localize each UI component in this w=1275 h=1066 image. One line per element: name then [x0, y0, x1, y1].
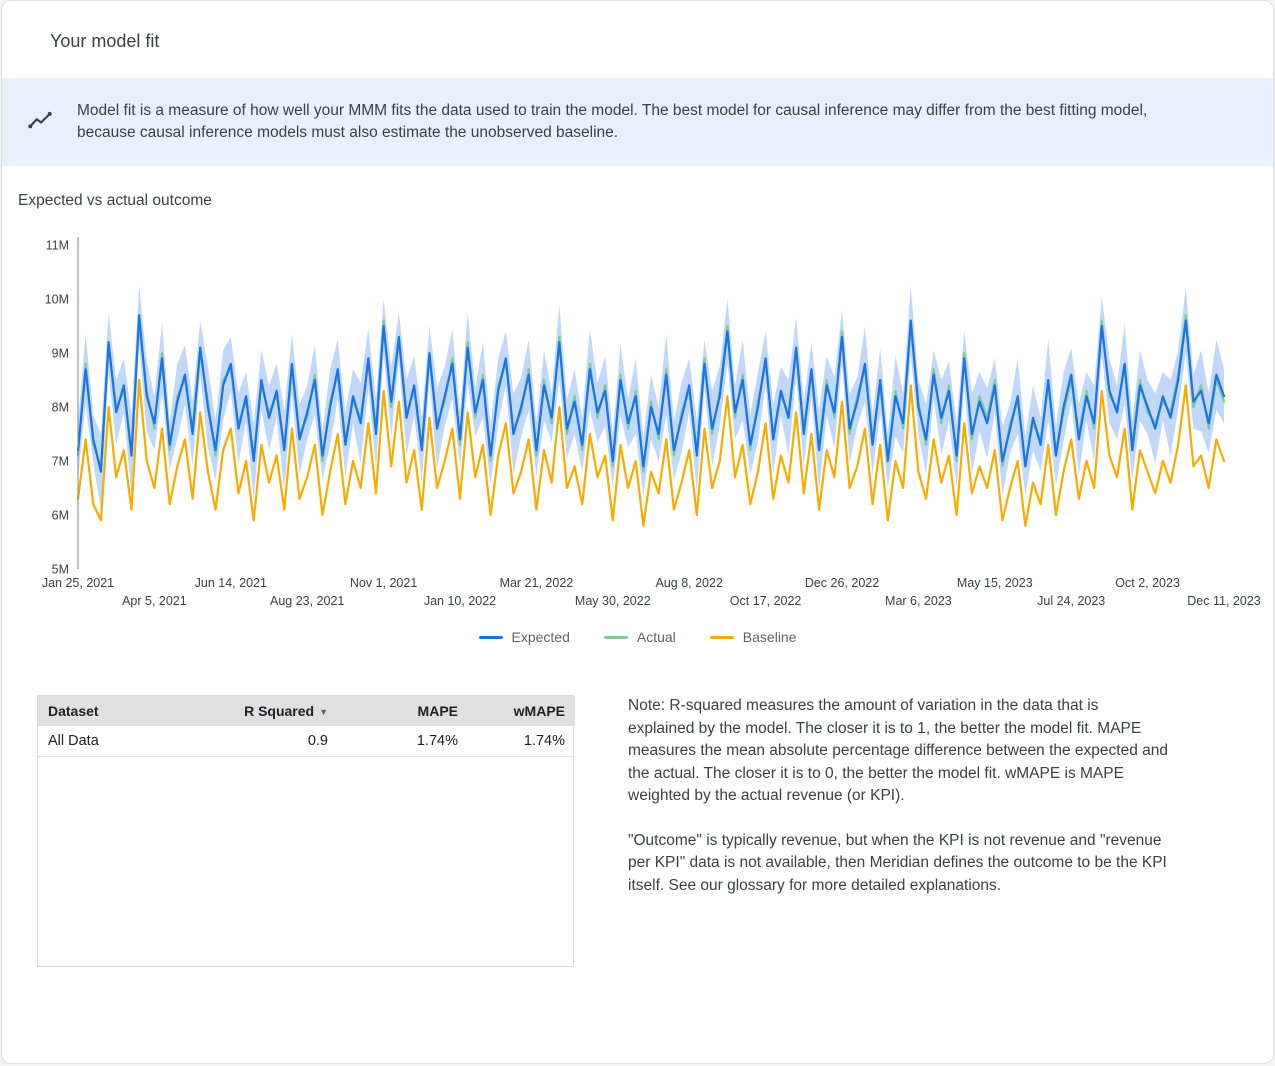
svg-text:Jan 10, 2022: Jan 10, 2022 — [424, 594, 496, 608]
col-header-wmape[interactable]: wMAPE — [468, 696, 575, 726]
svg-text:May 30, 2022: May 30, 2022 — [575, 594, 651, 608]
cell-r-squared: 0.9 — [198, 726, 338, 757]
section-title: Expected vs actual outcome — [18, 192, 212, 209]
col-header-dataset[interactable]: Dataset — [38, 696, 198, 726]
svg-text:11M: 11M — [46, 239, 69, 253]
svg-text:Jul 24, 2023: Jul 24, 2023 — [1037, 594, 1105, 608]
svg-text:10M: 10M — [45, 293, 69, 307]
legend-item-actual[interactable]: Actual — [603, 629, 676, 645]
svg-text:Aug 8, 2022: Aug 8, 2022 — [655, 576, 722, 590]
model-fit-table: Dataset R Squared ▼ MAPE wMAPE All Data 0… — [38, 696, 575, 757]
trend-line-icon — [28, 111, 52, 129]
col-header-r-squared[interactable]: R Squared ▼ — [198, 696, 338, 726]
svg-text:Dec 26, 2022: Dec 26, 2022 — [805, 576, 879, 590]
sort-desc-icon: ▼ — [319, 707, 328, 717]
baseline-line-swatch — [709, 635, 734, 639]
svg-text:May 15, 2023: May 15, 2023 — [957, 576, 1033, 590]
banner-text: Model fit is a measure of how well your … — [77, 102, 1148, 141]
col-header-label: R Squared — [244, 703, 315, 719]
legend-label: Expected — [511, 629, 570, 645]
model-fit-table-panel: Dataset R Squared ▼ MAPE wMAPE All Data 0… — [37, 695, 575, 967]
svg-text:Mar 6, 2023: Mar 6, 2023 — [885, 594, 952, 608]
legend-item-baseline[interactable]: Baseline — [709, 629, 797, 645]
svg-text:Apr 5, 2021: Apr 5, 2021 — [122, 594, 187, 608]
svg-text:Dec 11, 2023: Dec 11, 2023 — [1187, 594, 1260, 608]
svg-text:Oct 17, 2022: Oct 17, 2022 — [730, 594, 802, 608]
col-header-mape[interactable]: MAPE — [338, 696, 468, 726]
notes: Note: R-squared measures the amount of v… — [628, 695, 1168, 967]
svg-text:Aug 23, 2021: Aug 23, 2021 — [270, 594, 344, 608]
svg-text:Mar 21, 2022: Mar 21, 2022 — [500, 576, 574, 590]
svg-text:Jun 14, 2021: Jun 14, 2021 — [195, 576, 267, 590]
table-header-row: Dataset R Squared ▼ MAPE wMAPE — [38, 696, 575, 726]
svg-text:7M: 7M — [52, 455, 69, 469]
expected-line-swatch — [478, 635, 503, 639]
svg-text:6M: 6M — [52, 509, 69, 523]
note-paragraph-1: Note: R-squared measures the amount of v… — [628, 697, 1169, 804]
bottom-row: Dataset R Squared ▼ MAPE wMAPE All Data 0… — [37, 695, 1259, 967]
content: Expected vs actual outcome 11M 10M 9M 8M 7M 6… — [2, 192, 1273, 967]
table-row[interactable]: All Data 0.9 1.74% 1.74% — [38, 726, 575, 757]
svg-text:Oct 2, 2023: Oct 2, 2023 — [1115, 576, 1180, 590]
info-banner: Model fit is a measure of how well your … — [2, 78, 1273, 166]
svg-text:Nov 1, 2021: Nov 1, 2021 — [350, 576, 417, 590]
svg-text:Jan 25, 2021: Jan 25, 2021 — [42, 576, 114, 590]
page-title: Your model fit — [50, 31, 160, 51]
note-paragraph-2: "Outcome" is typically revenue, but when… — [628, 831, 1167, 894]
legend-item-expected[interactable]: Expected — [478, 629, 570, 645]
cell-mape: 1.74% — [338, 726, 468, 757]
legend-label: Actual — [636, 629, 676, 645]
svg-text:9M: 9M — [52, 347, 69, 361]
cell-dataset: All Data — [38, 726, 198, 757]
chart-legend: Expected Actual Baseline — [16, 625, 1259, 649]
card-header: Your model fit — [2, 1, 1273, 78]
svg-text:5M: 5M — [52, 563, 69, 577]
actual-line-swatch — [603, 635, 628, 639]
svg-text:8M: 8M — [52, 401, 69, 415]
legend-label: Baseline — [742, 629, 797, 645]
cell-wmape: 1.74% — [468, 726, 575, 757]
